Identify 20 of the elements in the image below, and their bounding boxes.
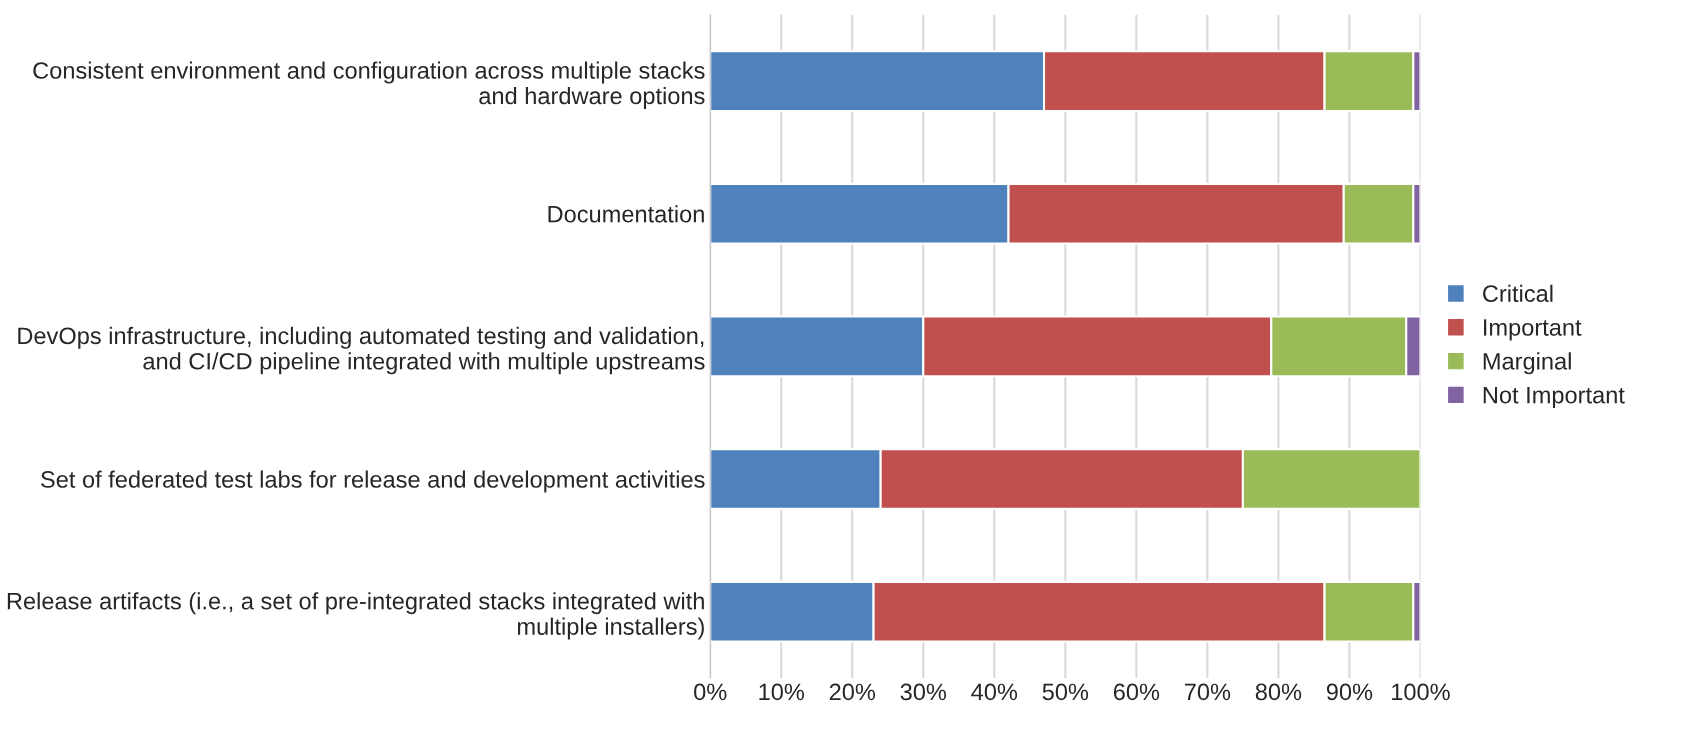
x-tick-label: 80%	[1255, 683, 1302, 701]
legend-label: Marginal	[1483, 352, 1571, 375]
legend-label: Not Important	[1483, 386, 1625, 409]
y-tick-label: DevOps infrastructure, including automated testing and validation, and CI/CD pipeline integrated with multiple upstreams	[18, 326, 705, 375]
y-tick-label: Set of federated test labs for release and development activities	[41, 470, 705, 493]
x-tick-label: 20%	[829, 683, 876, 701]
x-tick-label: 100%	[1392, 683, 1450, 701]
x-tick-label: 90%	[1326, 683, 1373, 701]
y-tick-label: Release artifacts (i.e., a set of pre-integrated stacks integrated with multiple installers)	[7, 592, 704, 640]
y-tick-label: Consistent environment and configuration across multiple stacks and hardware options	[33, 61, 705, 109]
x-tick-label: 50%	[1042, 683, 1089, 701]
legend-label: Important	[1484, 319, 1582, 341]
x-tick-label: 30%	[900, 683, 947, 701]
x-tick-label: 10%	[759, 683, 805, 701]
x-tick-label: 0%	[694, 683, 727, 701]
x-tick-label: 70%	[1184, 683, 1231, 701]
x-tick-label: 60%	[1113, 683, 1160, 701]
legend-label: Critical	[1483, 284, 1553, 302]
y-tick-label: Documentation	[548, 205, 704, 223]
x-tick-label: 40%	[971, 683, 1018, 701]
